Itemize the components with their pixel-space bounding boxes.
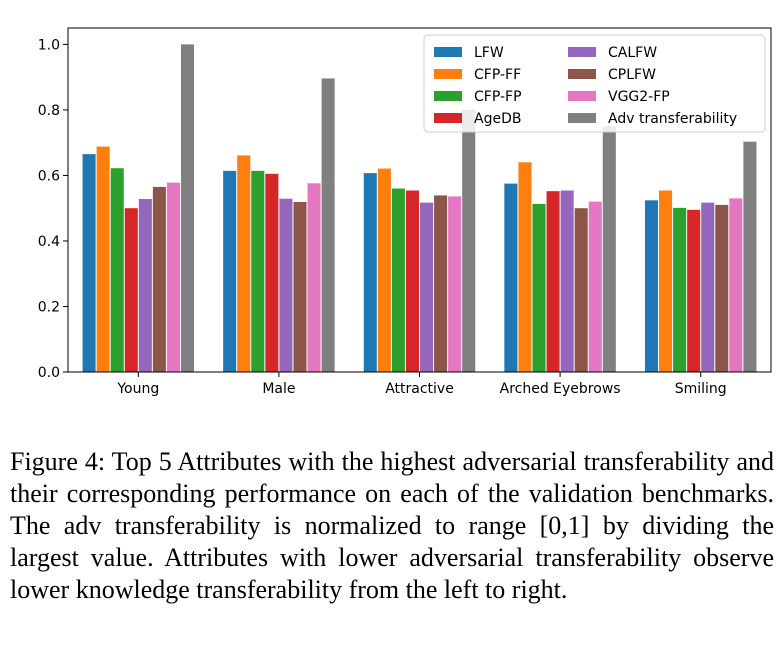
bar-chart: 0.0 0.2 0.4 0.6 0.8 1.0 Young Male Attractive Ar… xyxy=(38,27,772,397)
bar xyxy=(124,208,138,372)
bar xyxy=(377,168,391,372)
bar xyxy=(293,201,307,372)
bar xyxy=(152,186,166,372)
bar xyxy=(602,126,616,373)
legend-box xyxy=(423,34,766,133)
x-tick-label: Male xyxy=(262,381,295,397)
bar xyxy=(279,198,293,372)
bar xyxy=(138,199,152,372)
bar xyxy=(687,209,701,372)
bar xyxy=(391,188,405,372)
y-tick-label: 0.8 xyxy=(38,103,60,119)
bar xyxy=(363,173,377,372)
legend-label: Adv transferability xyxy=(608,111,737,127)
bar xyxy=(532,203,546,372)
bar xyxy=(237,155,251,372)
legend-swatch xyxy=(434,69,462,79)
bar xyxy=(560,190,574,372)
legend-label: CFP-FF xyxy=(474,67,521,83)
legend-label: CPLFW xyxy=(608,67,656,83)
bar xyxy=(644,200,659,372)
legend-swatch xyxy=(568,113,596,123)
y-tick-label: 0.0 xyxy=(38,365,60,381)
bar xyxy=(420,202,434,372)
bar xyxy=(729,198,743,372)
x-tick-label: Attractive xyxy=(385,381,454,397)
legend-swatch xyxy=(568,47,596,57)
bar xyxy=(462,109,476,373)
bar xyxy=(659,190,673,372)
bar xyxy=(518,162,532,372)
bar xyxy=(701,202,715,372)
bar-group xyxy=(82,44,757,373)
bar xyxy=(265,173,279,372)
legend-swatch xyxy=(434,91,462,101)
legend-swatch xyxy=(434,113,462,123)
x-axis: Young Male Attractive Arched Eyebrows Smilin… xyxy=(116,372,727,397)
legend-label: CFP-FP xyxy=(474,89,522,105)
bar xyxy=(434,195,448,372)
legend: LFW CFP-FF CFP-FP AgeDB CALFW CPLFW VGG2-FP Adv… xyxy=(423,34,766,133)
bar xyxy=(251,170,265,372)
bar xyxy=(574,208,588,372)
bar xyxy=(96,146,110,372)
bar xyxy=(82,154,96,372)
y-tick-label: 0.4 xyxy=(38,234,60,250)
y-axis: 0.0 0.2 0.4 0.6 0.8 1.0 xyxy=(38,37,68,381)
bar xyxy=(504,183,518,372)
bar xyxy=(448,196,462,372)
x-tick-label: Smiling xyxy=(675,381,727,397)
legend-label: LFW xyxy=(474,45,504,61)
bar xyxy=(321,78,335,372)
bar xyxy=(588,201,602,372)
legend-swatch xyxy=(568,91,596,101)
y-tick-label: 0.2 xyxy=(38,299,60,315)
bar xyxy=(673,207,687,372)
x-tick-label: Arched Eyebrows xyxy=(500,381,621,397)
bar xyxy=(223,170,237,372)
bar xyxy=(546,191,560,372)
bar xyxy=(405,190,419,372)
bar xyxy=(110,168,124,372)
bar xyxy=(180,44,195,372)
figure-caption: Figure 4: Top 5 Attributes with the high… xyxy=(10,447,774,604)
y-tick-label: 1.0 xyxy=(38,37,60,53)
bar xyxy=(307,183,321,372)
bar xyxy=(166,182,180,372)
plot-frame xyxy=(67,27,772,373)
legend-label: AgeDB xyxy=(474,111,521,127)
bar xyxy=(743,141,757,372)
legend-swatch xyxy=(568,69,596,79)
legend-swatch xyxy=(434,47,462,57)
x-tick-label: Young xyxy=(116,381,159,397)
legend-label: VGG2-FP xyxy=(608,89,670,105)
legend-label: CALFW xyxy=(608,45,657,61)
bar xyxy=(715,204,729,372)
y-tick-label: 0.6 xyxy=(38,168,60,184)
